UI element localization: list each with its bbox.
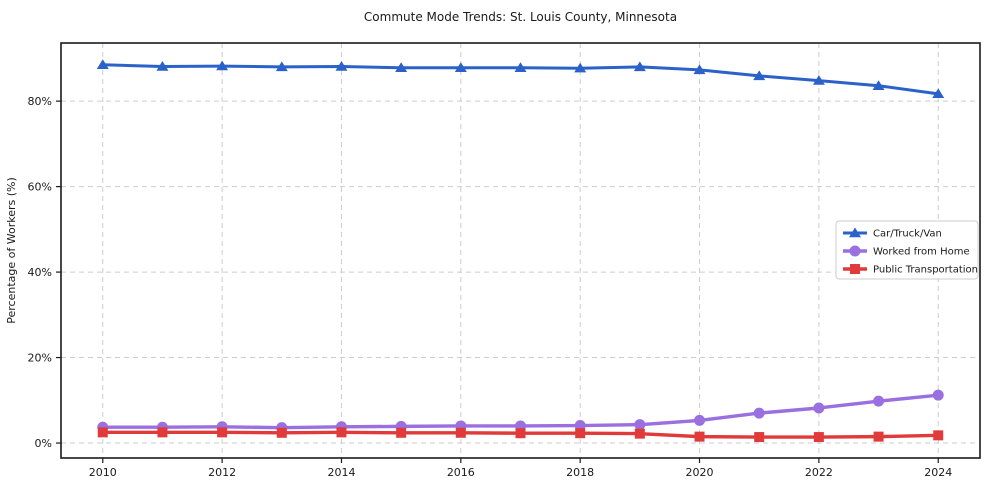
x-tick-label: 2010 <box>89 466 117 479</box>
legend-item: Worked from Home <box>843 245 970 258</box>
y-tick-label: 40% <box>28 266 52 279</box>
square-marker <box>933 430 944 441</box>
chart-title: Commute Mode Trends: St. Louis County, M… <box>364 10 677 24</box>
square-marker <box>97 427 108 438</box>
circle-marker <box>634 419 646 431</box>
circle-marker <box>694 414 706 426</box>
legend-item: Car/Truck/Van <box>843 227 942 240</box>
circle-marker <box>849 245 861 257</box>
triangle-marker <box>275 61 288 72</box>
square-marker <box>515 428 526 439</box>
triangle-marker <box>753 70 766 81</box>
triangle-marker <box>574 62 587 73</box>
triangle-marker <box>395 62 408 72</box>
square-marker <box>694 431 705 442</box>
legend: Car/Truck/Van Worked from Home Public Tran… <box>835 220 979 280</box>
x-tick-label: 2012 <box>208 466 236 479</box>
x-tick-label: 2014 <box>327 466 355 479</box>
square-marker <box>157 427 168 438</box>
y-tick-label: 0% <box>35 437 52 450</box>
triangle-marker <box>96 59 109 69</box>
legend-label: Public Transportation <box>873 265 978 276</box>
y-tick-label: 20% <box>28 352 52 365</box>
square-marker <box>276 427 287 438</box>
y-tick-label: 80% <box>28 95 52 108</box>
legend-box <box>835 220 979 280</box>
triangle-marker <box>454 62 467 72</box>
square-marker <box>455 427 466 438</box>
triangle-marker <box>156 61 169 71</box>
triangle-marker <box>812 75 825 85</box>
x-tick-label: 2018 <box>566 466 594 479</box>
x-tick-label: 2024 <box>924 466 952 479</box>
series-car-truck-van <box>96 59 945 99</box>
y-axis-label: Percentage of Workers (%) <box>5 177 18 324</box>
square-marker <box>634 428 645 439</box>
square-marker <box>336 427 347 438</box>
x-tick-label: 2022 <box>805 466 833 479</box>
circle-marker <box>813 402 825 414</box>
circle-marker <box>753 407 765 419</box>
square-marker <box>813 432 824 443</box>
plot-border <box>60 42 981 459</box>
square-marker <box>873 431 884 442</box>
triangle-marker <box>514 62 527 72</box>
circle-marker <box>932 389 944 401</box>
legend-label: Car/Truck/Van <box>873 229 942 240</box>
legend-label: Worked from Home <box>873 247 970 258</box>
x-tick-label: 2016 <box>447 466 475 479</box>
triangle-marker <box>216 60 229 71</box>
circle-marker <box>873 395 885 407</box>
triangle-marker <box>335 61 348 71</box>
grid <box>61 43 980 458</box>
triangle-marker <box>932 88 945 99</box>
square-marker <box>396 427 407 438</box>
triangle-marker <box>633 61 646 72</box>
y-tick-label: 60% <box>28 181 52 194</box>
x-tick-label: 2020 <box>686 466 714 479</box>
series-public-transportation <box>97 427 944 443</box>
square-marker <box>217 427 228 438</box>
tick-marks <box>56 100 939 463</box>
triangle-marker <box>693 64 706 75</box>
legend-item: Public Transportation <box>843 264 978 276</box>
triangle-marker <box>849 227 861 238</box>
triangle-marker <box>872 80 885 90</box>
square-marker <box>754 432 765 443</box>
square-marker <box>850 264 860 274</box>
square-marker <box>575 428 586 439</box>
plot-background <box>61 43 980 458</box>
